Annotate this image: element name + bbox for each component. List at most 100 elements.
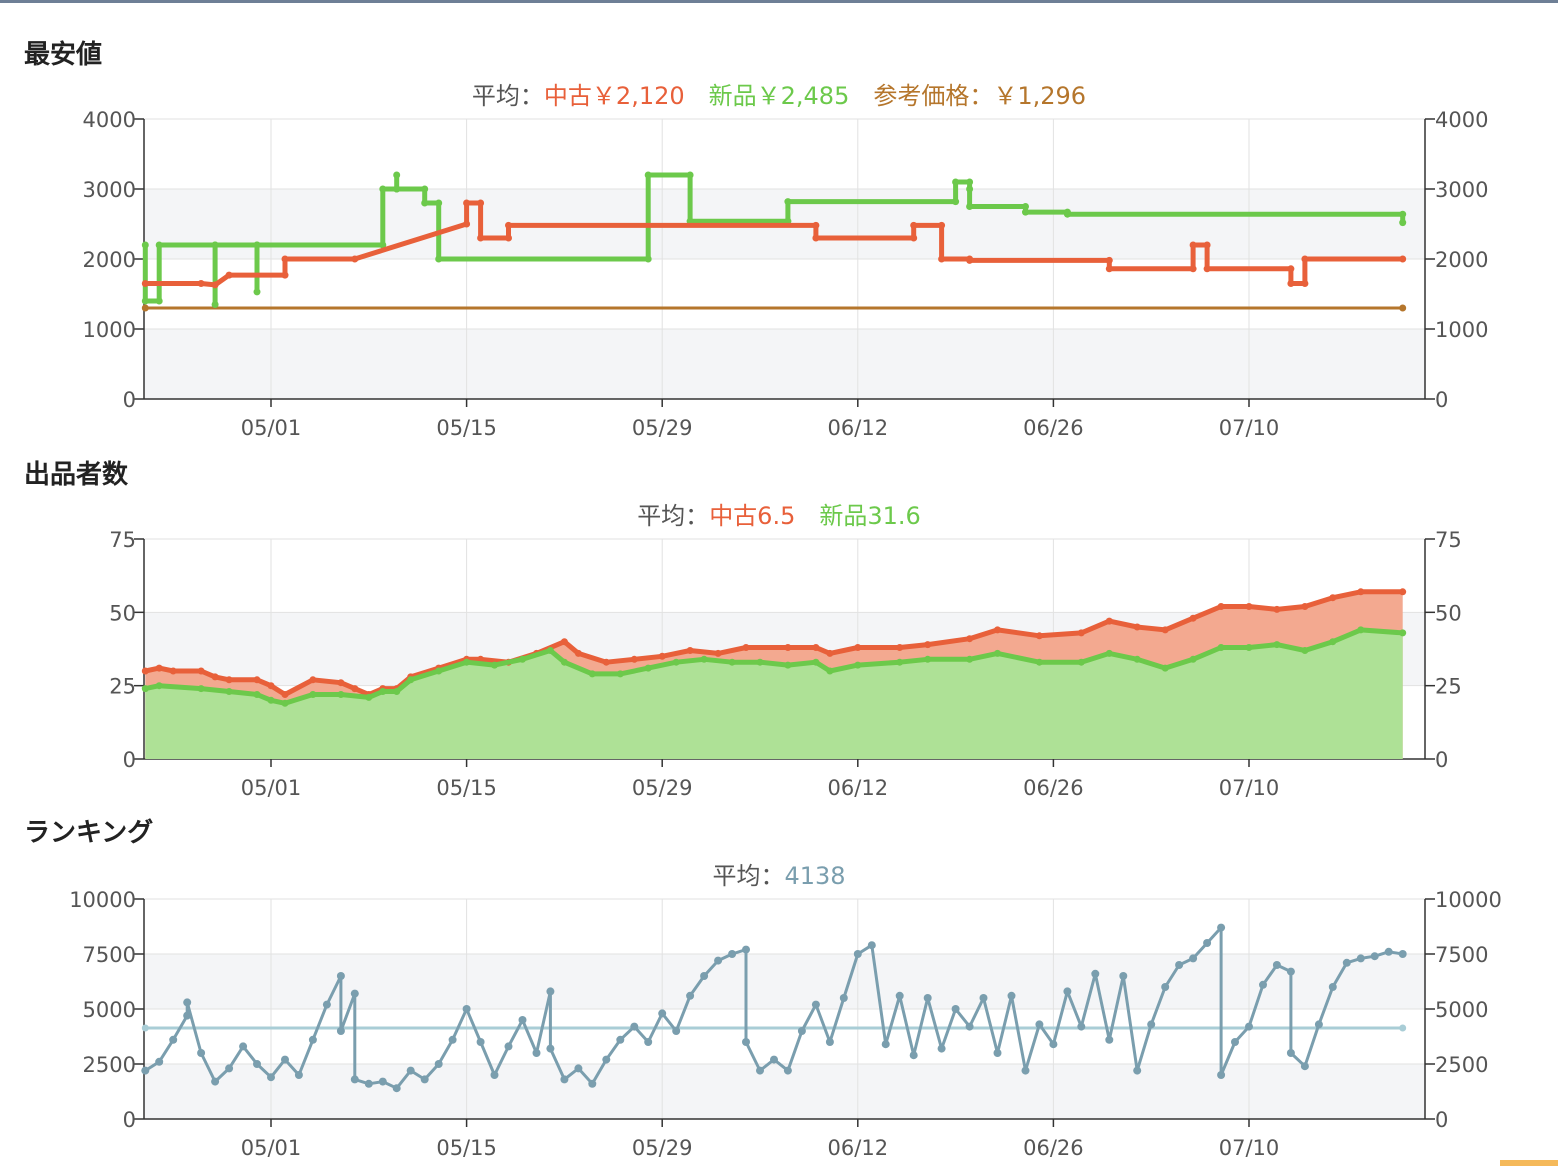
price-plot-band [144, 329, 1425, 399]
price-point-new [253, 241, 261, 249]
price-point-new [1399, 219, 1407, 227]
price-point-used [812, 221, 820, 229]
ranking-plot-band [144, 1064, 1425, 1119]
sellers-point-new [1133, 655, 1141, 663]
ranking-plot-band [144, 899, 1425, 954]
sellers-point-used [826, 649, 834, 657]
price-avg-used: 中古￥2,120 [543, 82, 685, 110]
ranking-x-tick-label: 05/29 [632, 1136, 693, 1160]
price-point-used [910, 221, 918, 229]
sellers-point-used [994, 626, 1001, 634]
sellers-point-used [1399, 588, 1407, 596]
ranking-y-tick-label-left: 5000 [83, 998, 136, 1022]
sellers-point-used [1329, 594, 1337, 602]
ranking-point-ranking [504, 1042, 513, 1051]
price-point-used [1105, 256, 1113, 264]
price-point-used [505, 234, 512, 242]
ranking-point-ranking [155, 1057, 164, 1066]
price-y-tick-label-left: 1000 [83, 318, 136, 342]
sellers-point-new [379, 688, 387, 695]
ranking-point-ranking [518, 1016, 527, 1024]
top-border [0, 0, 1558, 3]
ranking-y-tick-label-right: 0 [1435, 1108, 1448, 1132]
sellers-point-new [560, 658, 568, 666]
price-point-used [505, 221, 512, 229]
ranking-y-tick-label-left: 2500 [83, 1053, 136, 1077]
price-y-tick-label-right: 3000 [1435, 178, 1488, 202]
ranking-point-ranking [1189, 954, 1198, 963]
ranking-point-ranking [770, 1055, 778, 1064]
ranking-point-ranking [853, 950, 862, 958]
price-point-new [1399, 210, 1407, 218]
ranking-point-ranking [1272, 961, 1281, 969]
ranking-point-ranking [1175, 961, 1184, 969]
price-point-used [281, 255, 289, 263]
sellers-point-used [169, 667, 177, 675]
sellers-point-used [966, 635, 974, 643]
sellers-point-new [365, 693, 373, 701]
price-point-used [1203, 265, 1211, 273]
ranking-point-ranking [1259, 980, 1267, 989]
sellers-point-used [896, 644, 904, 651]
sellers-point-new [924, 655, 932, 663]
ranking-point-ranking [742, 945, 750, 954]
price-point-used [463, 199, 471, 207]
price-point-new [393, 185, 401, 193]
price-point-new [155, 297, 163, 305]
ranking-point-ranking [1049, 1040, 1058, 1049]
ranking-point-ranking [1300, 1062, 1309, 1071]
price-chart: 0 0 1000 1000 2000 2000 3000 3000 4000 4000 05/01 0… [83, 108, 1489, 440]
sellers-point-new [1161, 664, 1169, 672]
ranking-point-ranking [1147, 1020, 1156, 1029]
sellers-line-used [142, 589, 1406, 697]
sellers-point-used [630, 655, 638, 663]
price-point-used [966, 256, 974, 264]
price-point-new [952, 198, 960, 206]
sellers-avg-new: 新品31.6 [819, 502, 921, 530]
sellers-point-used [1161, 626, 1169, 634]
ranking-y-tick-label-left: 7500 [83, 943, 136, 967]
price-point-used [1287, 280, 1295, 287]
sellers-point-used [253, 676, 261, 684]
ranking-point-ranking [364, 1079, 373, 1088]
ranking-point-ranking [895, 991, 904, 1000]
sellers-point-new [616, 670, 624, 678]
sellers-y-tick-label-right: 50 [1435, 601, 1462, 625]
ranking-point-ranking [420, 1075, 429, 1084]
ranking-point-ranking [490, 1071, 499, 1079]
ranking-point-ranking [672, 1027, 681, 1035]
ranking-point-ranking [462, 1005, 471, 1013]
ranking-point-ranking [797, 1027, 806, 1035]
ranking-x-tick-label: 07/10 [1219, 1136, 1280, 1160]
sellers-avg-used: 中古6.5 [709, 502, 796, 530]
price-point-used [1301, 255, 1309, 263]
ranking-point-ranking [839, 994, 848, 1002]
sellers-point-new [253, 691, 261, 698]
price-point-used [1189, 241, 1197, 249]
ranking-avg-value: 4138 [784, 862, 846, 890]
sellers-point-new [896, 658, 904, 666]
sellers-point-used [211, 673, 219, 681]
sellers-point-used [560, 638, 568, 646]
ranking-point-ranking [588, 1079, 597, 1088]
price-point-new [966, 203, 974, 210]
price-point-new [1022, 203, 1029, 210]
ranking-point-ranking [378, 1077, 387, 1086]
price-avg-reference: 参考価格：￥1,296 [873, 82, 1087, 110]
ranking-x-tick-label: 06/26 [1023, 1136, 1084, 1160]
sellers-point-used [784, 644, 792, 651]
sellers-x-tick-label: 07/10 [1219, 776, 1280, 800]
sellers-x-tick-label: 05/15 [436, 776, 497, 800]
price-point-new [1063, 210, 1071, 218]
price-y-tick-label-right: 2000 [1435, 248, 1488, 272]
ranking-plot-band [144, 954, 1425, 1009]
sellers-point-used [574, 649, 582, 657]
ranking-point-ranking [881, 1040, 890, 1049]
ranking-chart: 0 0 2500 2500 5000 5000 7500 7500 10000 10000 05/0… [69, 888, 1502, 1160]
sellers-y-tick-label-left: 75 [109, 528, 136, 552]
ranking-average-line: 平均：4138 [0, 856, 1558, 891]
sellers-point-used [337, 679, 345, 687]
sellers-point-used [924, 641, 932, 649]
price-x-tick-label: 05/29 [632, 416, 693, 440]
price-y-tick-label-right: 4000 [1435, 108, 1488, 132]
